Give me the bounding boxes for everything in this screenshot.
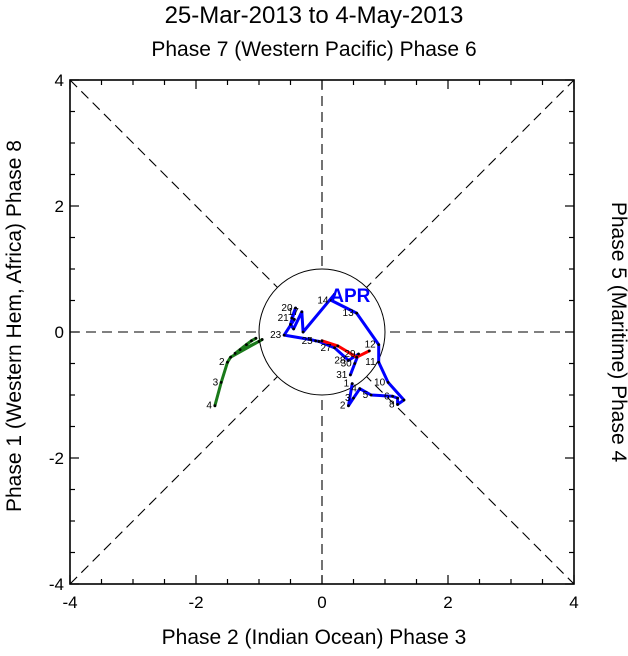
day-marker [226, 360, 229, 364]
month-label-apr: APR [330, 286, 370, 307]
day-marker [317, 340, 321, 343]
day-marker [347, 358, 350, 362]
day-marker [386, 381, 390, 384]
day-marker [314, 339, 318, 343]
day-label: 17 [288, 307, 300, 318]
day-marker [377, 360, 381, 364]
x-tick-label: -4 [62, 593, 77, 612]
day-marker [367, 349, 371, 353]
day-marker [391, 394, 394, 398]
day-label: 13 [343, 308, 355, 319]
day-label: 5 [363, 390, 369, 401]
day-label: 4 [206, 401, 212, 412]
day-label: 20 [281, 303, 293, 314]
day-label: 1 [344, 379, 350, 390]
day-marker [333, 346, 336, 350]
day-label: 25 [302, 336, 314, 347]
day-marker [257, 340, 261, 343]
day-label: 12 [365, 340, 377, 351]
day-marker [301, 330, 305, 334]
series-line-mar [213, 336, 264, 408]
day-marker [213, 404, 217, 408]
day-marker [300, 310, 304, 314]
day-label: 30 [341, 359, 353, 370]
day-marker [238, 348, 242, 352]
day-marker [229, 355, 233, 359]
day-label: 21 [278, 313, 290, 324]
y-tick-label: 4 [55, 71, 64, 90]
day-marker [245, 343, 248, 346]
day-marker [294, 306, 297, 310]
day-marker [355, 355, 359, 359]
day-label: 10 [374, 377, 386, 388]
day-marker [396, 403, 399, 406]
day-label: 23 [270, 330, 282, 341]
day-marker [250, 339, 253, 343]
day-marker [377, 343, 381, 346]
day-marker [219, 381, 223, 384]
day-label: 11 [365, 357, 376, 368]
day-marker [396, 396, 399, 400]
day-marker [309, 338, 313, 341]
day-marker [352, 396, 355, 400]
x-tick-label: -2 [188, 593, 203, 612]
day-marker [330, 299, 333, 302]
day-label: 29 [344, 349, 356, 360]
day-marker [282, 333, 286, 337]
day-marker [358, 387, 362, 391]
day-marker [353, 362, 357, 365]
day-marker [292, 327, 296, 331]
day-marker [355, 311, 359, 315]
day-label: 31 [336, 370, 348, 381]
bottom-axis-label: Phase 2 (Indian Ocean) Phase 3 [161, 626, 467, 649]
day-marker [260, 338, 264, 341]
day-label: 28 [334, 355, 346, 366]
day-label: 4 [351, 384, 357, 395]
top-axis-label: Phase 7 (Western Pacific) Phase 6 [151, 38, 477, 61]
day-label: 2 [219, 357, 225, 368]
y-tick-label: 0 [55, 323, 64, 342]
day-label: 3 [213, 377, 219, 388]
y-tick-label: -4 [49, 575, 64, 594]
day-marker [333, 292, 336, 296]
day-marker [320, 339, 324, 343]
x-tick-label: 2 [443, 593, 452, 612]
day-marker [289, 323, 292, 326]
day-marker [350, 382, 354, 386]
day-marker [233, 352, 237, 355]
day-marker [347, 404, 350, 408]
day-marker [348, 373, 352, 377]
day-label: 3 [345, 393, 351, 404]
day-marker [357, 352, 360, 356]
y-tick-label: -2 [49, 449, 64, 468]
y-tick-label: 2 [55, 197, 64, 216]
day-marker [292, 318, 296, 321]
day-label: 27 [320, 343, 332, 354]
series-line-may [320, 339, 371, 359]
day-marker [402, 398, 406, 402]
day-marker [369, 393, 373, 397]
day-marker [254, 336, 258, 340]
chart-title: 25-Mar-2013 to 4-May-2013 [164, 2, 464, 29]
day-marker [336, 344, 340, 348]
day-label: 2 [340, 401, 346, 412]
day-marker [290, 316, 294, 320]
day-label: 14 [317, 296, 329, 307]
day-label: 6 [384, 391, 390, 402]
x-tick-label: 0 [317, 593, 326, 612]
x-tick-label: 4 [569, 593, 578, 612]
day-label: 8 [389, 399, 395, 410]
